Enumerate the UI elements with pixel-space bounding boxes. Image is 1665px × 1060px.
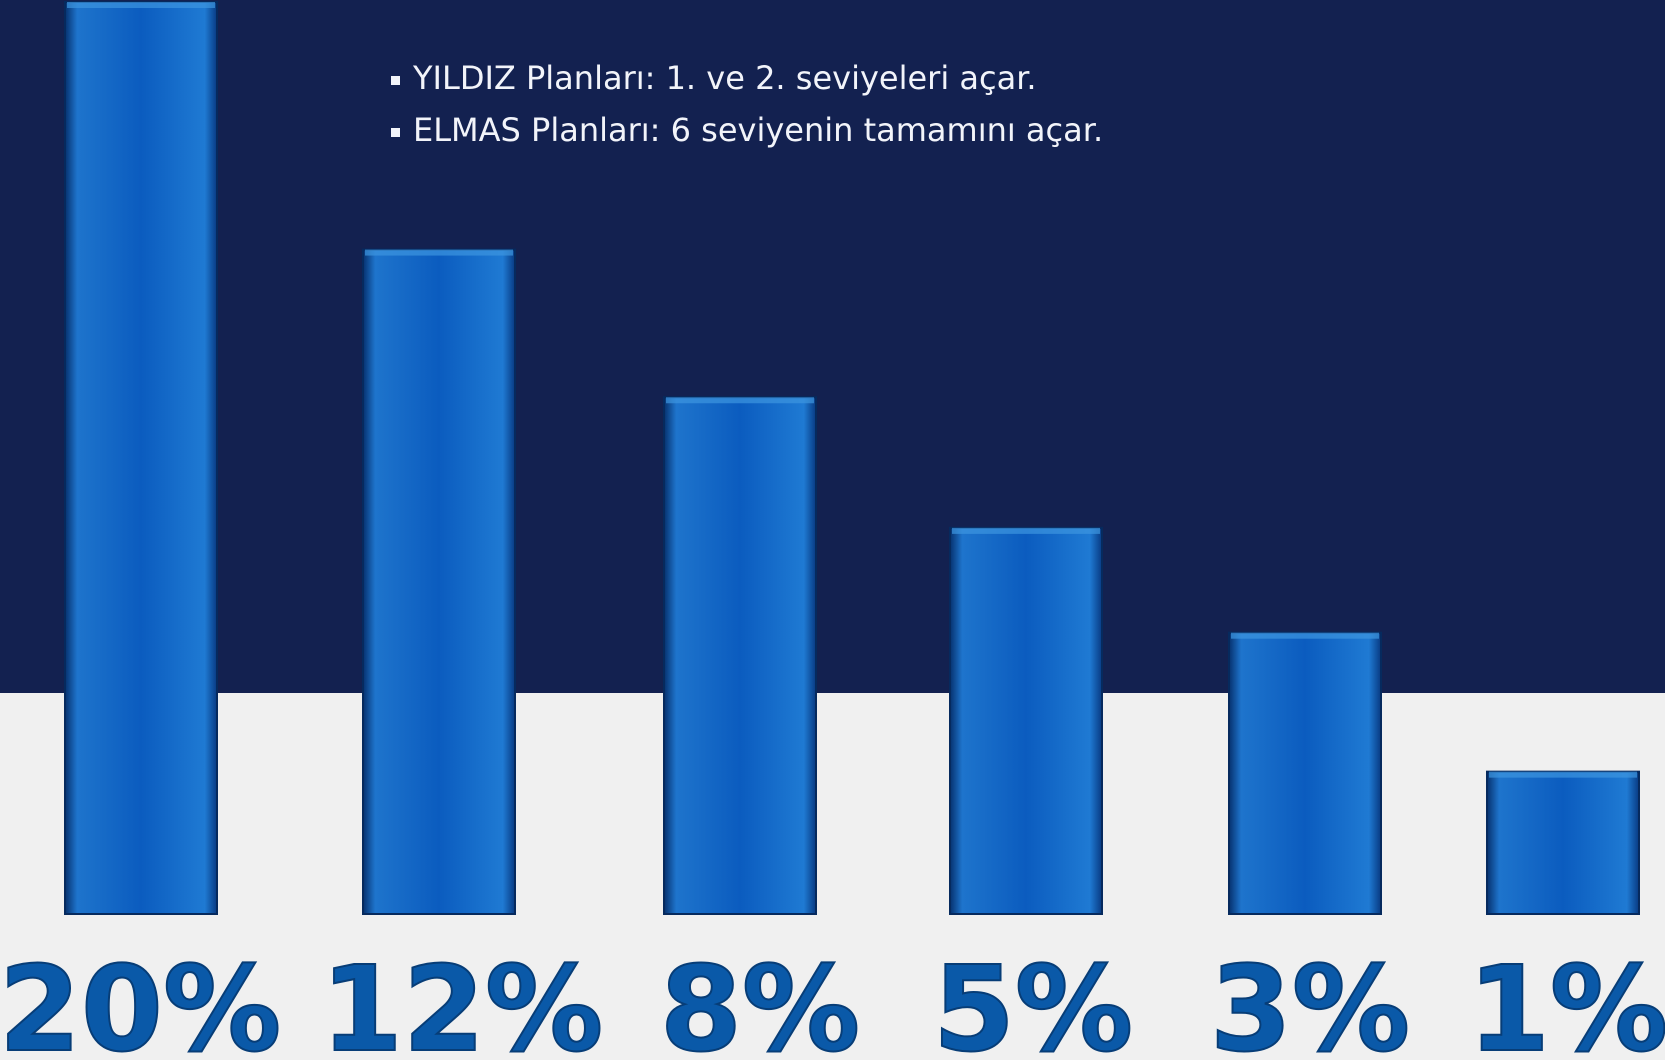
bar-top-highlight (67, 2, 215, 8)
bar-rect (1486, 770, 1640, 915)
value-label-1: 20% (0, 940, 281, 1060)
bar-top-highlight (952, 527, 1100, 534)
value-label-3: 8% (660, 940, 860, 1060)
bar-3 (663, 396, 817, 915)
value-label-5: 3% (1210, 940, 1410, 1060)
value-label-2: 12% (321, 940, 603, 1060)
labels-layer: 20% 12% 8% 5% 3% 1% (0, 939, 1665, 1060)
bar-1 (64, 1, 218, 915)
bar-top-highlight (365, 249, 513, 256)
bar-rect (949, 526, 1103, 916)
bar-top-highlight (1231, 632, 1379, 639)
bar-6 (1486, 770, 1640, 915)
bars-layer (64, 1, 1640, 916)
bullet-yildiz: YILDIZ Planları: 1. ve 2. seviyeleri aça… (385, 52, 1103, 104)
value-label-6: 1% (1468, 940, 1665, 1060)
bar-rect (362, 248, 516, 916)
bar-rect (1228, 631, 1382, 915)
bar-rect (64, 1, 218, 915)
bar-rect (663, 396, 817, 915)
bar-5 (1228, 631, 1382, 915)
bullet-elmas: ELMAS Planları: 6 seviyenin tamamını aça… (385, 104, 1103, 156)
dark-header-panel (0, 0, 1665, 693)
plan-levels-list: YILDIZ Planları: 1. ve 2. seviyeleri aça… (385, 52, 1103, 156)
bar-top-highlight (1489, 771, 1637, 778)
bar-2 (362, 248, 516, 916)
bar-top-highlight (666, 397, 814, 404)
bar-4 (949, 526, 1103, 916)
value-label-4: 5% (933, 940, 1133, 1060)
